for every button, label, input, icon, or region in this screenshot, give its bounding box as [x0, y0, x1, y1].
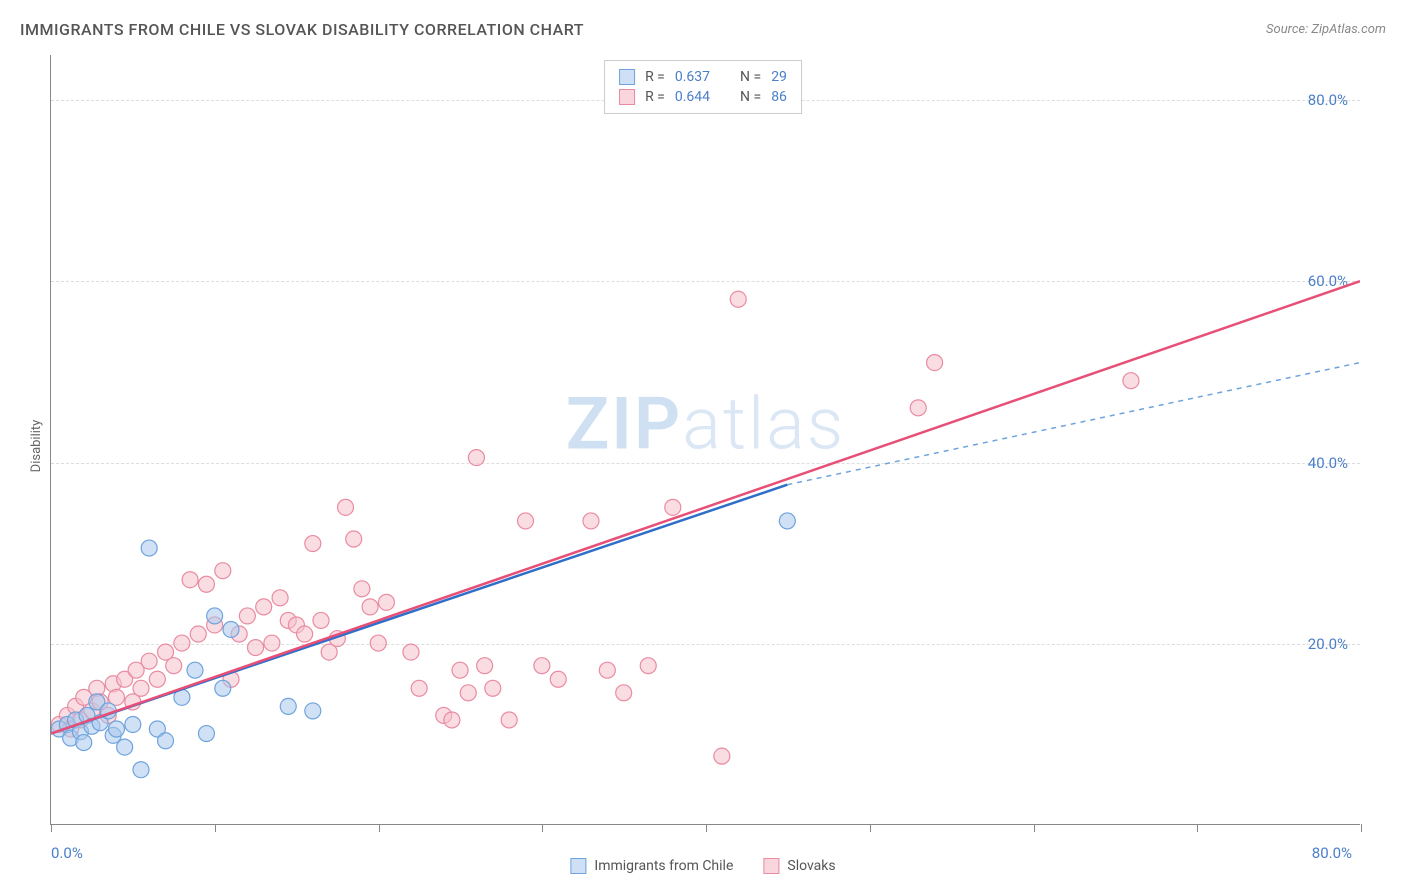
source-label: Source: ZipAtlas.com: [1266, 22, 1386, 37]
r-label: R =: [645, 69, 665, 85]
scatter-point: [133, 762, 149, 778]
scatter-point: [297, 626, 313, 642]
plot-area: ZIPatlas 20.0%40.0%60.0%80.0%0.0%80.0%: [50, 55, 1360, 825]
scatter-point: [927, 355, 943, 371]
swatch-pink: [619, 89, 635, 105]
scatter-point: [378, 594, 394, 610]
scatter-point: [779, 513, 795, 529]
scatter-point: [223, 621, 239, 637]
scatter-point: [444, 712, 460, 728]
plot-svg: [51, 55, 1360, 824]
scatter-point: [550, 671, 566, 687]
scatter-point: [665, 499, 681, 515]
scatter-point: [141, 653, 157, 669]
scatter-point: [403, 644, 419, 660]
swatch-blue-icon: [570, 858, 586, 874]
r-value: 0.644: [675, 89, 710, 105]
scatter-point: [1123, 373, 1139, 389]
scatter-point: [305, 703, 321, 719]
scatter-point: [108, 721, 124, 737]
scatter-point: [468, 450, 484, 466]
scatter-point: [198, 576, 214, 592]
r-label: R =: [645, 89, 665, 105]
chart-title: IMMIGRANTS FROM CHILE VS SLOVAK DISABILI…: [20, 20, 584, 39]
scatter-point: [239, 608, 255, 624]
scatter-point: [215, 563, 231, 579]
scatter-point: [125, 716, 141, 732]
scatter-point: [215, 680, 231, 696]
scatter-point: [207, 608, 223, 624]
y-axis-label: Disability: [29, 420, 44, 473]
scatter-point: [640, 658, 656, 674]
scatter-point: [452, 662, 468, 678]
legend-item-pink: Slovaks: [763, 858, 835, 874]
scatter-point: [117, 739, 133, 755]
x-tick: [215, 824, 216, 832]
scatter-point: [346, 531, 362, 547]
scatter-point: [354, 581, 370, 597]
x-tick: [51, 824, 52, 832]
n-value: 86: [771, 89, 787, 105]
x-tick: [706, 824, 707, 832]
scatter-point: [313, 612, 329, 628]
x-tick: [1034, 824, 1035, 832]
scatter-point: [501, 712, 517, 728]
trend-line: [51, 281, 1360, 733]
x-tick: [1197, 824, 1198, 832]
r-value: 0.637: [675, 69, 710, 85]
scatter-point: [362, 599, 378, 615]
scatter-point: [166, 658, 182, 674]
scatter-point: [338, 499, 354, 515]
scatter-point: [460, 685, 476, 701]
legend-label-pink: Slovaks: [787, 858, 835, 874]
scatter-point: [370, 635, 386, 651]
bottom-legend: Immigrants from Chile Slovaks: [570, 858, 835, 874]
n-value: 29: [771, 69, 787, 85]
x-tick-label-min: 0.0%: [51, 844, 83, 862]
scatter-point: [910, 400, 926, 416]
stats-row-pink: R = 0.644 N = 86: [619, 87, 787, 107]
chart-container: IMMIGRANTS FROM CHILE VS SLOVAK DISABILI…: [0, 0, 1406, 892]
scatter-point: [182, 572, 198, 588]
swatch-blue: [619, 69, 635, 85]
stats-legend: R = 0.637 N = 29 R = 0.644 N = 86: [604, 60, 802, 114]
scatter-point: [248, 640, 264, 656]
scatter-point: [76, 735, 92, 751]
scatter-point: [616, 685, 632, 701]
scatter-point: [280, 698, 296, 714]
scatter-point: [190, 626, 206, 642]
scatter-point: [272, 590, 288, 606]
scatter-point: [264, 635, 280, 651]
x-tick: [542, 824, 543, 832]
scatter-point: [518, 513, 534, 529]
scatter-point: [174, 635, 190, 651]
scatter-point: [583, 513, 599, 529]
x-tick: [1361, 824, 1362, 832]
n-label: N =: [740, 69, 761, 85]
scatter-point: [198, 726, 214, 742]
scatter-point: [730, 291, 746, 307]
scatter-point: [256, 599, 272, 615]
scatter-point: [534, 658, 550, 674]
legend-label-blue: Immigrants from Chile: [594, 858, 733, 874]
scatter-point: [411, 680, 427, 696]
scatter-point: [485, 680, 501, 696]
scatter-point: [714, 748, 730, 764]
x-tick: [870, 824, 871, 832]
swatch-pink-icon: [763, 858, 779, 874]
scatter-point: [477, 658, 493, 674]
stats-row-blue: R = 0.637 N = 29: [619, 67, 787, 87]
x-tick-label-max: 80.0%: [1312, 844, 1352, 862]
scatter-point: [141, 540, 157, 556]
x-tick: [379, 824, 380, 832]
scatter-point: [187, 662, 203, 678]
scatter-point: [305, 536, 321, 552]
scatter-point: [149, 671, 165, 687]
scatter-point: [158, 733, 174, 749]
scatter-point: [133, 680, 149, 696]
n-label: N =: [740, 89, 761, 105]
legend-item-blue: Immigrants from Chile: [570, 858, 733, 874]
scatter-point: [599, 662, 615, 678]
